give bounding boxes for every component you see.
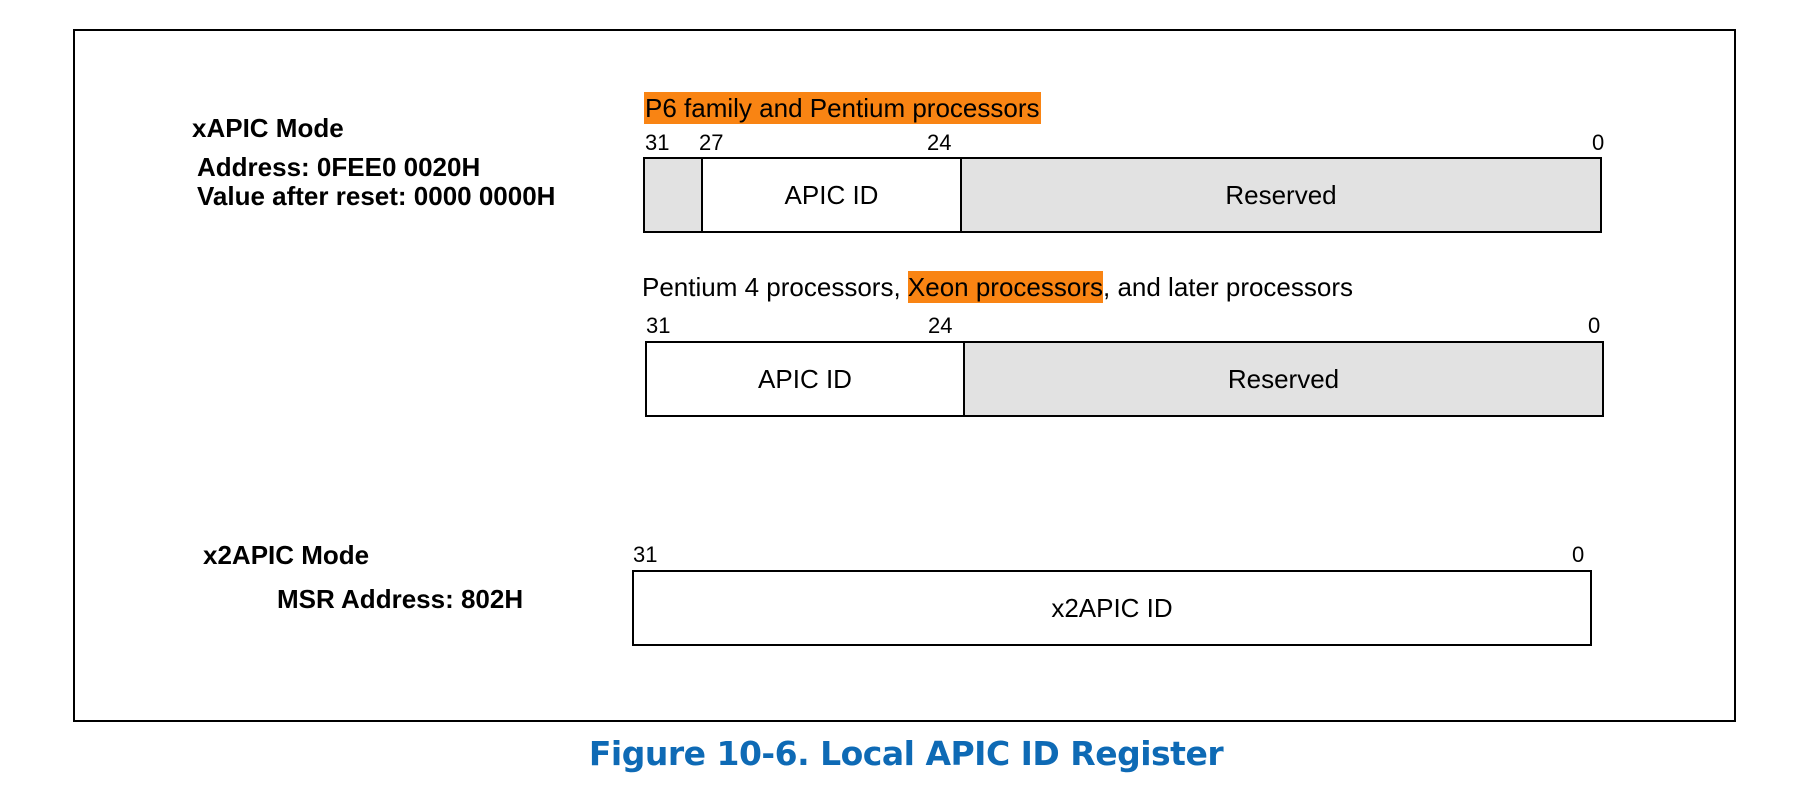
x2apic-field-id: x2APIC ID bbox=[634, 572, 1590, 644]
p6-register: APIC ID Reserved bbox=[643, 157, 1602, 233]
x2apic-bit-31: 31 bbox=[633, 542, 658, 567]
p4-field-apic-id: APIC ID bbox=[647, 343, 963, 415]
x2apic-bit-0: 0 bbox=[1572, 542, 1585, 567]
xapic-reset-value: Value after reset: 0000 0000H bbox=[197, 181, 556, 211]
p6-bit-24: 24 bbox=[927, 130, 952, 155]
p4-caption-part1: Pentium 4 processors, bbox=[642, 272, 908, 302]
p6-bit-31: 31 bbox=[645, 130, 670, 155]
p4-caption-highlight: Xeon processors bbox=[907, 271, 1103, 303]
p6-field-apic-id: APIC ID bbox=[701, 159, 960, 231]
p6-caption-highlight: P6 family and Pentium processors bbox=[644, 92, 1041, 124]
xapic-mode-title: xAPIC Mode bbox=[192, 113, 344, 143]
p6-bit-27: 27 bbox=[699, 130, 724, 155]
p4-bit-0: 0 bbox=[1588, 313, 1601, 338]
figure-caption: Figure 10-6. Local APIC ID Register bbox=[588, 734, 1224, 773]
p4-caption: Pentium 4 processors, Xeon processors, a… bbox=[642, 271, 1353, 303]
p6-field-upper-reserved bbox=[645, 159, 701, 231]
xapic-address: Address: 0FEE0 0020H bbox=[197, 152, 481, 182]
p4-bit-31: 31 bbox=[646, 313, 671, 338]
x2apic-register: x2APIC ID bbox=[632, 570, 1592, 646]
p6-bit-0: 0 bbox=[1592, 130, 1605, 155]
x2apic-msr-address: MSR Address: 802H bbox=[277, 584, 524, 614]
x2apic-mode-title: x2APIC Mode bbox=[203, 540, 370, 570]
p6-field-reserved: Reserved bbox=[960, 159, 1600, 231]
p4-field-reserved: Reserved bbox=[963, 343, 1602, 415]
p4-register: APIC ID Reserved bbox=[645, 341, 1604, 417]
p4-bit-24: 24 bbox=[928, 313, 953, 338]
p6-caption: P6 family and Pentium processors bbox=[644, 92, 1041, 124]
figure-frame bbox=[73, 29, 1736, 722]
p4-caption-part2: , and later processors bbox=[1103, 272, 1354, 302]
